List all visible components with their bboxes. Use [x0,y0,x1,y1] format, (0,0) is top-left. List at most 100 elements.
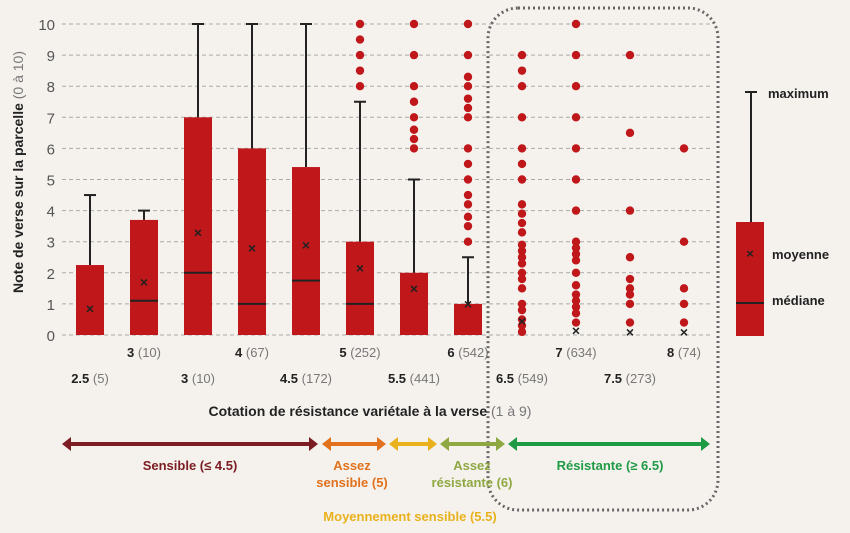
outlier-point [409,144,419,153]
outlier-point [355,19,365,29]
class-arrow [440,437,505,451]
outlier-point [463,175,473,184]
class-assez-resistante-label-2: résistante (6) [432,475,513,490]
category-2-5: × 2.5 (5) [71,194,109,386]
box [400,272,428,335]
outlier-point [571,243,581,253]
x-tick-value: 4.5 [280,371,298,386]
y-tick-label: 5 [47,173,55,190]
outlier-point [571,302,581,312]
outlier-point [517,253,527,262]
x-tick-count: (10) [134,345,161,360]
outlier-point [571,249,581,259]
y-tick-label: 2 [47,266,55,283]
resistance-classes [62,437,710,451]
outlier-point [409,134,419,144]
class-moyennement-sensible-label: Moyennement sensible (5.5) [323,509,496,524]
outlier-point [517,200,527,209]
outlier-point [463,159,473,169]
mean-marker: × [626,324,634,340]
outlier-point [409,113,419,122]
outlier-point [571,206,581,215]
x-tick-label: 5.5 (441) [388,371,440,386]
outlier-point [409,82,419,91]
outlier-point [625,318,635,327]
outlier-point [409,50,419,60]
outlier-point [571,175,581,184]
outlier-point [571,256,581,265]
x-tick-label: 3 (10) [181,371,215,386]
x-tick-count: (5) [89,371,109,386]
mean-marker: × [572,322,580,338]
category-7: × 7 (634) [555,19,597,360]
y-tick-label: 3 [47,235,55,252]
x-axis-unit: (1 à 9) [491,403,531,419]
category-6: × 6 (542) [447,19,489,360]
x-tick-count: (542) [455,345,489,360]
mean-marker: × [248,240,256,256]
outlier-point [517,305,527,315]
y-axis-title: Note de verse sur la parcelle (0 à 10) [10,51,26,293]
outlier-point [625,299,635,309]
outlier-point [517,113,527,122]
outlier-point [517,218,527,228]
outlier-point [571,296,581,305]
class-resistante-label: Résistante (≥ 6.5) [557,458,664,473]
x-tick-value: 6.5 [496,371,514,386]
outlier-point [571,50,581,60]
y-tick-label: 6 [47,141,55,158]
x-axis-title: Cotation de résistance variétale à la ve… [209,403,532,419]
outlier-point [679,237,689,246]
category-4: × 4 (67) [235,23,269,360]
x-axis-title-text: Cotation de résistance variétale à la ve… [209,403,488,419]
mean-marker: × [140,274,148,290]
x-tick-label: 7.5 (273) [604,371,656,386]
outlier-point [571,19,581,29]
y-tick-label: 8 [47,79,55,96]
mean-marker: × [194,224,202,240]
outlier-point [517,144,527,153]
mean-marker: × [86,301,94,317]
x-tick-label: 2.5 (5) [71,371,109,386]
outlier-point [463,113,473,122]
box [184,117,212,335]
class-sensible-label: Sensible (≤ 4.5) [143,458,238,473]
y-axis-unit: (0 à 10) [10,51,26,99]
class-arrow [508,437,710,451]
x-tick-value: 3 [127,345,134,360]
x-tick-value: 3 [181,371,188,386]
outlier-point [625,274,635,284]
x-tick-label: 4.5 (172) [280,371,332,386]
outlier-point [625,128,635,138]
mean-marker: × [410,280,418,296]
x-tick-value: 7.5 [604,371,622,386]
class-arrow [389,437,437,451]
y-tick-label: 1 [47,297,55,314]
x-tick-label: 8 (74) [667,345,701,360]
outlier-point [463,190,473,200]
x-tick-count: (74) [674,345,701,360]
outlier-point [463,94,473,103]
outlier-point [571,237,581,246]
x-tick-value: 6 [447,345,454,360]
outlier-point [409,97,419,106]
outlier-point [571,268,581,277]
category-3: × 3 (10) [181,23,215,386]
outlier-point [571,290,581,299]
category-5-5: × 5.5 (441) [388,19,440,386]
outlier-point [517,175,527,184]
outlier-point [625,206,635,215]
outlier-point [517,259,527,268]
x-tick-value: 5 [339,345,346,360]
x-tick-label: 6.5 (549) [496,371,548,386]
outlier-point [463,221,473,231]
category-8: × 8 (74) [667,144,701,360]
x-tick-count: (634) [563,345,597,360]
outlier-point [463,103,473,113]
outlier-point [679,299,689,309]
y-tick-label: 10 [38,17,55,34]
outlier-point [679,284,689,293]
y-tick-label: 4 [47,204,55,221]
legend-mean-marker: × [746,246,754,261]
